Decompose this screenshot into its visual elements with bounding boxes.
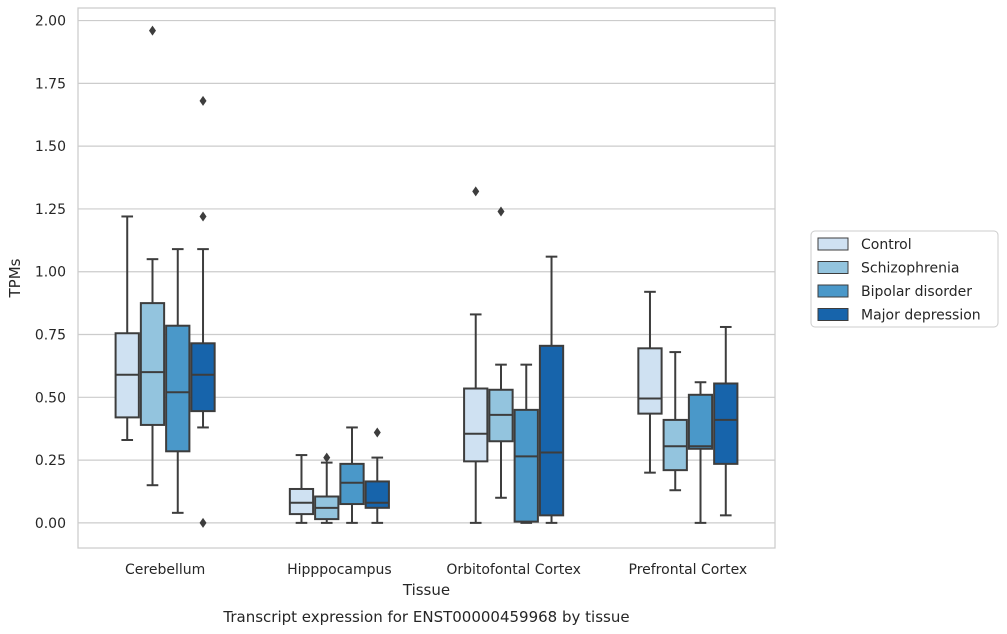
outlier-point (199, 211, 207, 222)
legend-label: Control (861, 237, 912, 253)
box-body (713, 382, 739, 465)
box (488, 206, 514, 499)
box (139, 25, 166, 487)
plot-area (78, 8, 775, 548)
box (165, 248, 191, 514)
series-major-depression (190, 95, 739, 528)
x-axis-title: Tissue (402, 581, 450, 599)
box (339, 426, 365, 524)
outlier-point (472, 186, 480, 197)
box (637, 290, 663, 474)
legend-label: Schizophrenia (861, 261, 959, 277)
box-body (463, 387, 489, 463)
outlier-point (148, 25, 156, 36)
box-body (637, 347, 663, 415)
box (190, 95, 216, 528)
box-body (364, 480, 390, 509)
x-axis-ticks: Cerebellum Hipppocampus Orbitofontal Corte… (125, 562, 747, 578)
y-tick-label: 0.25 (35, 453, 66, 469)
box (687, 381, 714, 524)
box-body (513, 408, 539, 523)
box (713, 325, 739, 517)
series-schizophrenia (139, 25, 688, 524)
box-body (139, 302, 166, 426)
x-tick-label: Prefrontal Cortex (629, 562, 748, 578)
y-tick-label: 2.00 (35, 14, 66, 30)
y-tick-label: 1.50 (35, 139, 66, 155)
legend: Control Schizophrenia Bipolar disorder Majo… (810, 230, 999, 328)
y-tick-label: 0.00 (35, 516, 66, 532)
outlier-point (497, 206, 505, 217)
y-axis-title: TPMs (6, 258, 24, 298)
y-tick-label: 1.25 (35, 202, 66, 218)
y-tick-label: 1.00 (35, 265, 66, 281)
legend-swatch (817, 237, 849, 251)
box-body (687, 393, 714, 450)
y-tick-label: 0.50 (35, 390, 66, 406)
y-tick-label: 1.75 (35, 76, 66, 92)
box (288, 454, 315, 524)
outlier-point (323, 452, 331, 463)
x-tick-label: Orbitofontal Cortex (446, 562, 581, 578)
legend-swatch (817, 261, 849, 274)
x-tick-label: Cerebellum (125, 562, 205, 578)
box-body (288, 487, 315, 516)
box (662, 351, 688, 492)
series-control (114, 186, 663, 524)
box (513, 363, 539, 524)
box (463, 186, 489, 524)
y-axis-ticks: 0.00 0.25 0.50 0.75 1.00 1.25 1.50 1.75 2.00 (35, 14, 66, 532)
x-tick-label: Hipppocampus (287, 562, 392, 578)
outlier-point (373, 427, 381, 438)
box (538, 255, 565, 524)
box-body (190, 342, 216, 413)
box (114, 215, 140, 441)
outlier-point (199, 95, 207, 106)
legend-swatch (817, 284, 849, 298)
box (364, 427, 390, 524)
box-body (662, 418, 688, 472)
legend-label: Major depression (861, 308, 981, 324)
legend-label: Bipolar disorder (861, 284, 972, 300)
y-tick-label: 0.75 (35, 328, 66, 344)
figure-caption: Transcript expression for ENST0000045996… (222, 608, 629, 626)
box-body (165, 324, 191, 453)
plot-frame (77, 7, 776, 549)
series-bipolar-disorder (165, 248, 714, 524)
box-body (538, 344, 565, 517)
legend-swatch (817, 308, 849, 321)
legend-frame (810, 230, 999, 328)
box-series (114, 25, 739, 528)
outlier-point (199, 517, 207, 528)
box-body (339, 462, 365, 506)
box (314, 452, 340, 524)
